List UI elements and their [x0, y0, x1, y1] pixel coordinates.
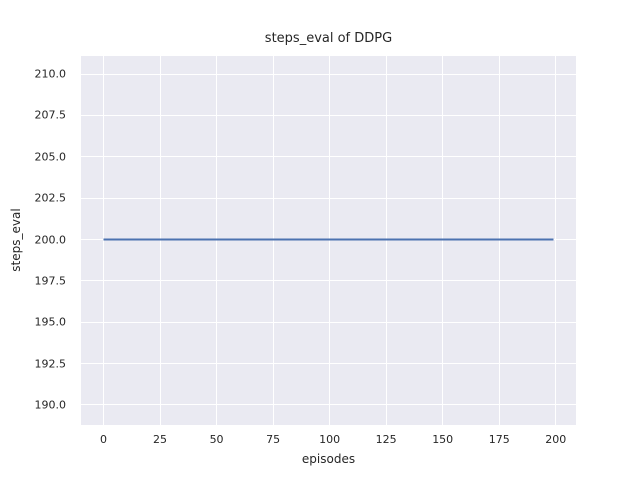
y-tick-label: 197.5 — [34, 274, 67, 288]
y-axis-ticks: 190.0 192.5 195.0 197.5 200.0 202.5 205.0 207.5… — [0, 56, 73, 425]
gridline-horizontal — [81, 280, 576, 282]
x-tick-label: 25 — [153, 433, 168, 446]
plot-area — [81, 56, 576, 425]
chart-title: steps_eval of DDPG — [264, 31, 393, 46]
y-tick-label: 190.0 — [34, 398, 67, 412]
y-tick-label: 210.0 — [34, 67, 67, 81]
x-tick-label: 0 — [100, 433, 107, 446]
line-series-layer — [81, 56, 576, 425]
y-tick-label: 200.0 — [34, 233, 67, 246]
gridline-horizontal — [81, 404, 576, 406]
x-tick-label: 50 — [209, 433, 224, 446]
y-tick-label: 192.5 — [34, 357, 67, 371]
gridline-horizontal — [81, 197, 576, 199]
x-tick-label: 150 — [432, 433, 454, 446]
x-tick-label: 175 — [488, 433, 510, 446]
gridline-horizontal — [81, 114, 576, 116]
x-tick-label: 200 — [545, 433, 567, 446]
x-tick-label: 100 — [319, 433, 341, 446]
x-axis-ticks: 0 25 50 75 100 125 150 175 200 — [81, 425, 576, 449]
gridline-vertical — [555, 56, 557, 425]
y-tick-label: 202.5 — [34, 191, 67, 205]
gridline-horizontal — [81, 156, 576, 158]
gridline-horizontal — [81, 73, 576, 75]
gridline-horizontal — [81, 321, 576, 323]
x-axis-label: episodes — [301, 452, 356, 466]
x-tick-label: 125 — [375, 433, 397, 446]
y-tick-label: 205.0 — [34, 150, 67, 164]
gridline-horizontal — [81, 363, 576, 365]
y-tick-label: 195.0 — [34, 315, 67, 329]
y-tick-label: 207.5 — [34, 108, 67, 122]
x-tick-label: 75 — [266, 433, 281, 446]
